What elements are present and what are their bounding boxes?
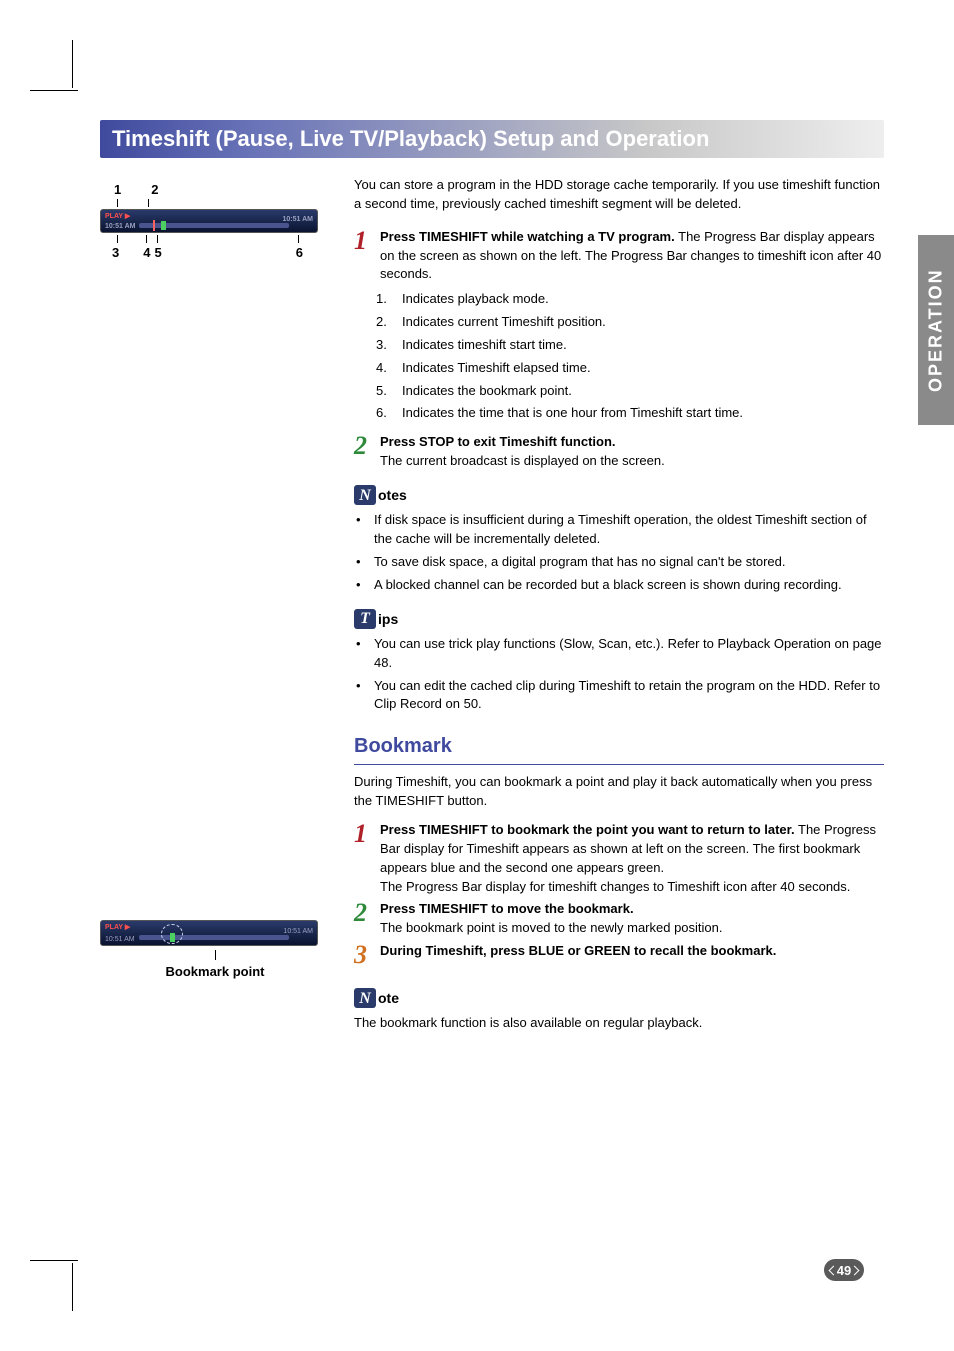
list-text: Indicates the bookmark point. xyxy=(402,382,572,401)
end-time: 10:51 AM xyxy=(283,216,313,223)
step-1-title: Press TIMESHIFT while watching a TV prog… xyxy=(380,229,675,244)
bullet-text: You can use trick play functions (Slow, … xyxy=(374,635,884,673)
list-text: Indicates current Timeshift position. xyxy=(402,313,606,332)
list-item: 6. Indicates the time that is one hour fr… xyxy=(376,404,884,423)
list-item: 3. Indicates timeshift start time. xyxy=(376,336,884,355)
right-column: You can store a program in the HDD stora… xyxy=(354,176,884,1033)
bullet-text: If disk space is insufficient during a T… xyxy=(374,511,884,549)
step-2-title: Press STOP to exit Timeshift function. xyxy=(380,434,616,449)
diagram-label-1: 1 xyxy=(114,182,121,197)
bookmark-step-3-title: During Timeshift, press BLUE or GREEN to… xyxy=(380,943,776,958)
list-item: 1. Indicates playback mode. xyxy=(376,290,884,309)
start-time: 10:51 AM xyxy=(105,936,135,943)
list-item: 2. Indicates current Timeshift position. xyxy=(376,313,884,332)
start-time: 10:51 AM xyxy=(105,223,135,230)
diagram-label-2: 2 xyxy=(151,182,158,197)
bullet-item: •To save disk space, a digital program t… xyxy=(356,553,884,572)
step-number-1: 1 xyxy=(354,228,374,285)
bookmark-step-2-title: Press TIMESHIFT to move the bookmark. xyxy=(380,901,634,916)
timeshift-diagram: 1 2 PLAY ▶ 10:51 AM 10:51 AM 3 4 5 xyxy=(100,182,330,260)
step-1: 1 Press TIMESHIFT while watching a TV pr… xyxy=(354,228,884,285)
notes-suffix: otes xyxy=(378,485,407,505)
step-number-3: 3 xyxy=(354,942,374,968)
list-index: 5. xyxy=(376,382,394,401)
position-marker xyxy=(153,220,155,231)
bookmark-progress-bar: PLAY ▶ 10:51 AM 10:51 AM xyxy=(100,920,318,946)
bookmark-step-2-desc: The bookmark point is moved to the newly… xyxy=(380,920,723,935)
diagram-label-5: 5 xyxy=(154,245,161,260)
diagram-top-ticks xyxy=(100,199,330,207)
intro-text: You can store a program in the HDD stora… xyxy=(354,176,884,214)
note-callout: N ote xyxy=(354,988,884,1008)
step-number-2: 2 xyxy=(354,433,374,471)
bookmark-tick xyxy=(215,950,216,960)
diagram-label-4: 4 xyxy=(143,245,150,260)
bookmark-step-3: 3 During Timeshift, press BLUE or GREEN … xyxy=(354,942,884,968)
list-item: 5. Indicates the bookmark point. xyxy=(376,382,884,401)
page: OPERATION Timeshift (Pause, Live TV/Play… xyxy=(0,0,954,1351)
notes-bullets: •If disk space is insufficient during a … xyxy=(356,511,884,594)
tips-bullets: •You can use trick play functions (Slow,… xyxy=(356,635,884,714)
progress-bar: PLAY ▶ 10:51 AM 10:51 AM xyxy=(100,209,318,233)
section-header: Timeshift (Pause, Live TV/Playback) Setu… xyxy=(100,120,884,158)
step-number-1: 1 xyxy=(354,821,374,896)
note-text: The bookmark function is also available … xyxy=(354,1014,884,1033)
tips-suffix: ips xyxy=(378,609,398,629)
play-label: PLAY ▶ xyxy=(105,923,130,931)
bullet-item: •A blocked channel can be recorded but a… xyxy=(356,576,884,595)
list-text: Indicates playback mode. xyxy=(402,290,549,309)
two-column-layout: 1 2 PLAY ▶ 10:51 AM 10:51 AM 3 4 5 xyxy=(100,176,884,1033)
list-item: 4. Indicates Timeshift elapsed time. xyxy=(376,359,884,378)
list-text: Indicates timeshift start time. xyxy=(402,336,567,355)
diagram-bottom-ticks xyxy=(100,235,330,243)
crop-mark xyxy=(30,1260,78,1261)
left-column: 1 2 PLAY ▶ 10:51 AM 10:51 AM 3 4 5 xyxy=(100,176,330,1033)
list-index: 2. xyxy=(376,313,394,332)
crop-mark xyxy=(30,90,78,91)
page-number: 49 xyxy=(824,1259,864,1281)
bookmark-marker xyxy=(161,221,166,230)
list-index: 6. xyxy=(376,404,394,423)
bullet-text: You can edit the cached clip during Time… xyxy=(374,677,884,715)
bullet-text: To save disk space, a digital program th… xyxy=(374,553,786,572)
diagram-bottom-numbers: 3 4 5 6 xyxy=(100,245,330,260)
bullet-item: •You can use trick play functions (Slow,… xyxy=(356,635,884,673)
tips-icon: T xyxy=(354,609,376,629)
bookmark-step-1-title: Press TIMESHIFT to bookmark the point yo… xyxy=(380,822,795,837)
bullet-text: A blocked channel can be recorded but a … xyxy=(374,576,842,595)
diagram-top-numbers: 1 2 xyxy=(100,182,330,197)
bookmark-intro: During Timeshift, you can bookmark a poi… xyxy=(354,773,884,811)
list-index: 1. xyxy=(376,290,394,309)
bullet-item: •You can edit the cached clip during Tim… xyxy=(356,677,884,715)
list-text: Indicates Timeshift elapsed time. xyxy=(402,359,591,378)
note-icon: N xyxy=(354,988,376,1008)
indicator-list: 1. Indicates playback mode. 2. Indicates c… xyxy=(376,290,884,423)
tips-callout: T ips xyxy=(354,609,884,629)
step-2: 2 Press STOP to exit Timeshift function.… xyxy=(354,433,884,471)
bookmark-caption: Bookmark point xyxy=(100,964,330,979)
diagram-label-3: 3 xyxy=(112,245,119,260)
bookmark-heading: Bookmark xyxy=(354,732,884,765)
list-index: 4. xyxy=(376,359,394,378)
side-tab-operation: OPERATION xyxy=(918,235,954,425)
play-label: PLAY ▶ xyxy=(105,212,130,220)
note-suffix: ote xyxy=(378,988,399,1008)
end-time: 10:51 AM xyxy=(283,928,313,935)
notes-icon: N xyxy=(354,485,376,505)
bullet-item: •If disk space is insufficient during a … xyxy=(356,511,884,549)
bookmark-marker xyxy=(170,933,175,942)
diagram-label-6: 6 xyxy=(296,245,303,260)
crop-mark xyxy=(72,1263,73,1311)
list-index: 3. xyxy=(376,336,394,355)
step-2-desc: The current broadcast is displayed on th… xyxy=(380,453,665,468)
step-number-2: 2 xyxy=(354,900,374,938)
bookmark-diagram: PLAY ▶ 10:51 AM 10:51 AM Bookmark point xyxy=(100,920,330,979)
bookmark-step-1: 1 Press TIMESHIFT to bookmark the point … xyxy=(354,821,884,896)
bookmark-step-1-desc2: The Progress Bar display for timeshift c… xyxy=(380,879,850,894)
list-text: Indicates the time that is one hour from… xyxy=(402,404,743,423)
notes-callout: N otes xyxy=(354,485,884,505)
crop-mark xyxy=(72,40,73,88)
bookmark-step-2: 2 Press TIMESHIFT to move the bookmark. … xyxy=(354,900,884,938)
